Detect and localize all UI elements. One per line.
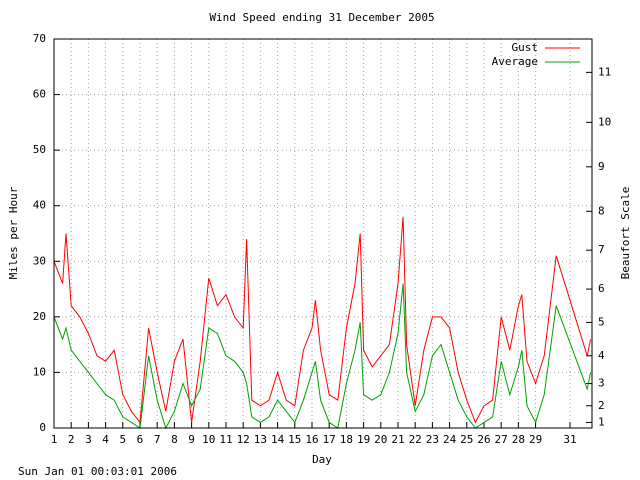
y2-tick-label: 8	[598, 204, 605, 217]
x-tick-label: 20	[374, 433, 387, 446]
data-line	[53, 216, 592, 424]
y-tick-label: 20	[33, 310, 46, 323]
y-tick-label: 50	[33, 143, 46, 156]
x-tick-label: 16	[305, 433, 318, 446]
x-tick-label: 19	[357, 433, 370, 446]
x-tick-label: 23	[426, 433, 439, 446]
y-tick-label: 0	[39, 421, 46, 434]
x-tick-label: 18	[340, 433, 353, 446]
x-tick-label: 7	[154, 433, 161, 446]
y2-tick-label: 1	[598, 415, 605, 428]
x-axis-label: Day	[312, 453, 332, 466]
plot-frame	[53, 38, 593, 429]
data-line	[53, 283, 592, 430]
y2-tick-label: 9	[598, 160, 605, 173]
x-tick-label: 3	[85, 433, 92, 446]
y-tick-label: 40	[33, 199, 46, 212]
x-tick-label: 17	[323, 433, 336, 446]
y-tick-label: 10	[33, 365, 46, 378]
y2-tick-label: 11	[598, 65, 611, 78]
x-tick-label: 28	[512, 433, 525, 446]
x-tick-label: 13	[254, 433, 267, 446]
footer: Sun Jan 01 00:03:01 2006	[18, 465, 177, 478]
y2-tick-label: 3	[598, 377, 605, 390]
x-tick-label: 8	[171, 433, 178, 446]
y-tick-label: 60	[33, 88, 46, 101]
y2-tick-label: 10	[598, 115, 611, 128]
x-tick-label: 12	[237, 433, 250, 446]
y-axis-label: Miles per Hour	[7, 186, 20, 279]
x-tick-label: 24	[443, 433, 457, 446]
y2-tick-label: 4	[598, 349, 605, 362]
x-tick-label: 27	[495, 433, 508, 446]
y2-tick-label: 7	[598, 243, 605, 256]
y2-axis-label: Beaufort Scale	[619, 187, 632, 280]
chart-title: Wind Speed ending 31 December 2005	[209, 11, 434, 24]
x-tick-label: 11	[219, 433, 232, 446]
x-tick-label: 21	[391, 433, 404, 446]
y2-tick-label: 2	[598, 399, 605, 412]
legend-label: Average	[492, 55, 538, 68]
x-tick-label: 31	[563, 433, 576, 446]
x-tick-label: 2	[68, 433, 75, 446]
x-tick-label: 25	[460, 433, 473, 446]
x-tick-label: 10	[202, 433, 215, 446]
x-tick-label: 14	[271, 433, 285, 446]
x-tick-label: 1	[51, 433, 58, 446]
x-tick-label: 15	[288, 433, 301, 446]
x-tick-label: 5	[119, 433, 126, 446]
x-tick-label: 26	[477, 433, 490, 446]
y2-tick-label: 6	[598, 282, 605, 295]
y2-tick-label: 5	[598, 315, 605, 328]
y-tick-label: 30	[33, 254, 46, 267]
y-tick-label: 70	[33, 32, 46, 45]
x-tick-label: 22	[409, 433, 422, 446]
legend-label: Gust	[512, 41, 539, 54]
x-tick-label: 9	[188, 433, 195, 446]
x-tick-label: 4	[102, 433, 109, 446]
x-tick-label: 29	[529, 433, 542, 446]
x-tick-label: 6	[137, 433, 144, 446]
